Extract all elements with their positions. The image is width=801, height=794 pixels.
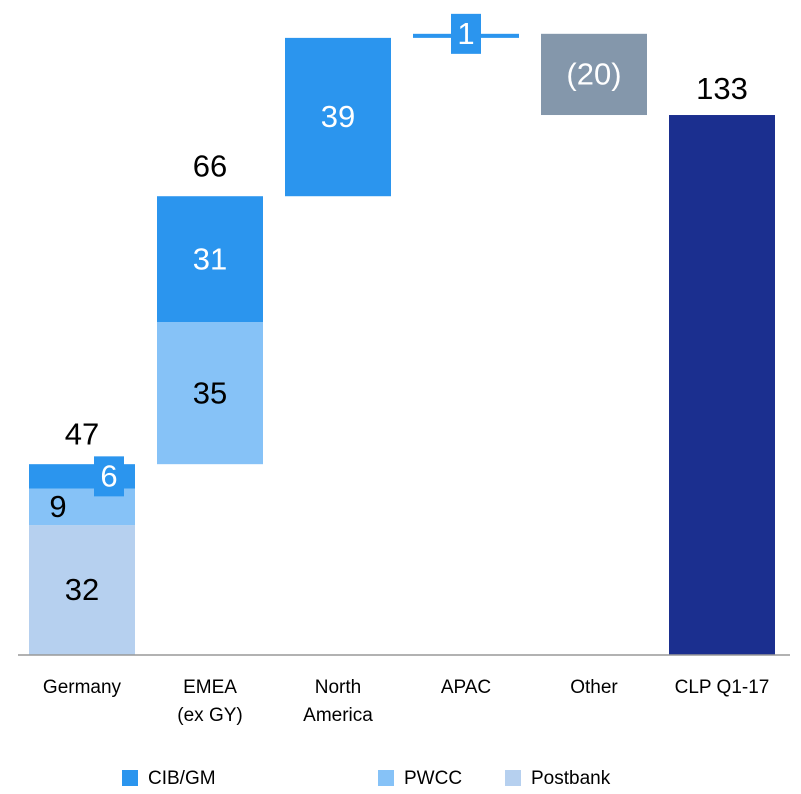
bar-segment bbox=[29, 525, 135, 655]
x-tick-label: Other bbox=[570, 677, 618, 698]
value-label: 9 bbox=[49, 489, 66, 524]
legend-label: PWCC bbox=[404, 768, 462, 789]
label-box bbox=[94, 456, 124, 497]
total-label: 47 bbox=[65, 416, 99, 451]
bar-segment bbox=[157, 322, 263, 465]
value-label: 39 bbox=[321, 99, 355, 134]
value-label: 133 bbox=[696, 71, 748, 106]
bar-segment bbox=[541, 33, 647, 116]
legend-swatch bbox=[378, 770, 394, 786]
legend-swatch bbox=[122, 770, 138, 786]
legend-swatch bbox=[505, 770, 521, 786]
x-tick-label: EMEA bbox=[183, 677, 237, 698]
total-label: 66 bbox=[193, 148, 227, 183]
value-label: (20) bbox=[566, 57, 621, 92]
x-tick-label: CLP Q1-17 bbox=[675, 677, 770, 698]
x-tick-label: America bbox=[303, 705, 373, 726]
x-tick-label: (ex GY) bbox=[177, 705, 242, 726]
legend-label: CIB/GM bbox=[148, 768, 216, 789]
legend-label: Postbank bbox=[531, 768, 611, 789]
bar-segment bbox=[157, 196, 263, 323]
bar-segment bbox=[669, 115, 775, 655]
value-label: 32 bbox=[65, 572, 99, 607]
value-label: 6 bbox=[100, 459, 117, 494]
value-label: 31 bbox=[193, 241, 227, 276]
x-tick-label: Germany bbox=[43, 677, 122, 698]
bar-segment bbox=[285, 37, 391, 197]
x-tick-label: APAC bbox=[441, 677, 491, 698]
value-label: 35 bbox=[193, 375, 227, 410]
label-box bbox=[451, 13, 481, 54]
x-tick-label: North bbox=[315, 677, 361, 698]
value-label: 1 bbox=[457, 16, 474, 51]
